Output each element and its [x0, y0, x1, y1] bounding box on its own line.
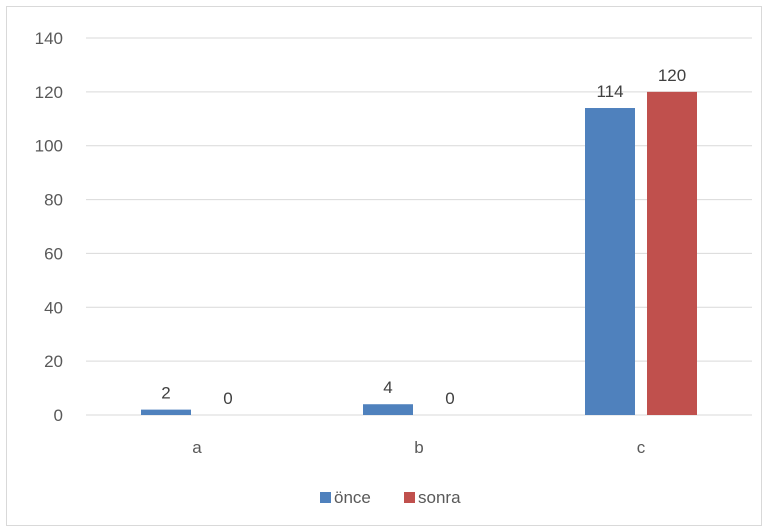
- legend-label: önce: [334, 488, 371, 507]
- legend-label: sonra: [418, 488, 461, 507]
- data-label: 0: [223, 389, 232, 408]
- y-tick-label: 120: [35, 83, 63, 102]
- data-label: 114: [596, 82, 623, 101]
- bar-sonra-c: [647, 91, 697, 415]
- chart-frame: [6, 6, 762, 526]
- y-tick-label: 140: [35, 29, 63, 48]
- data-label: 4: [383, 378, 392, 397]
- x-tick-label: b: [414, 438, 423, 457]
- data-label: 0: [445, 389, 454, 408]
- data-labels: 2 0 4 0 114 120: [161, 66, 686, 408]
- x-tick-label: a: [192, 438, 202, 457]
- bars: [141, 91, 697, 415]
- bar-önce-b: [363, 404, 413, 415]
- y-tick-label: 100: [35, 137, 63, 156]
- y-axis-ticks: 0 20 40 60 80 100 120 140: [35, 29, 63, 425]
- x-tick-label: c: [637, 438, 646, 457]
- y-tick-label: 80: [44, 191, 63, 210]
- y-tick-label: 20: [44, 352, 63, 371]
- legend-swatch-sonra: [404, 492, 415, 503]
- y-tick-label: 0: [54, 406, 63, 425]
- legend: önce sonra: [320, 488, 461, 507]
- bar-önce-c: [585, 108, 635, 415]
- data-label: 120: [658, 66, 686, 85]
- data-label: 2: [161, 384, 170, 403]
- x-axis-ticks: a b c: [192, 438, 645, 457]
- legend-swatch-önce: [320, 492, 331, 503]
- y-tick-label: 40: [44, 298, 63, 317]
- y-tick-label: 60: [44, 244, 63, 263]
- bar-önce-a: [141, 409, 191, 415]
- gridlines: [86, 37, 752, 416]
